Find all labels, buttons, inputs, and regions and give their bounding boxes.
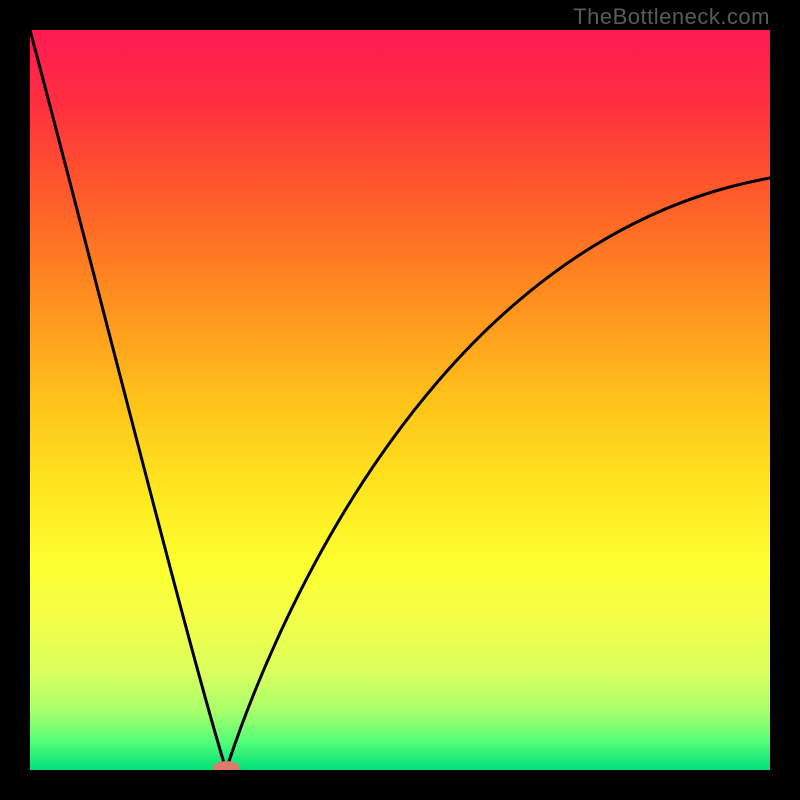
bottleneck-curve xyxy=(30,30,770,770)
curve-overlay xyxy=(30,30,770,770)
chart-container: TheBottleneck.com xyxy=(0,0,800,800)
plot-area xyxy=(30,30,770,770)
optimum-marker xyxy=(213,761,240,770)
watermark-text: TheBottleneck.com xyxy=(573,4,770,30)
